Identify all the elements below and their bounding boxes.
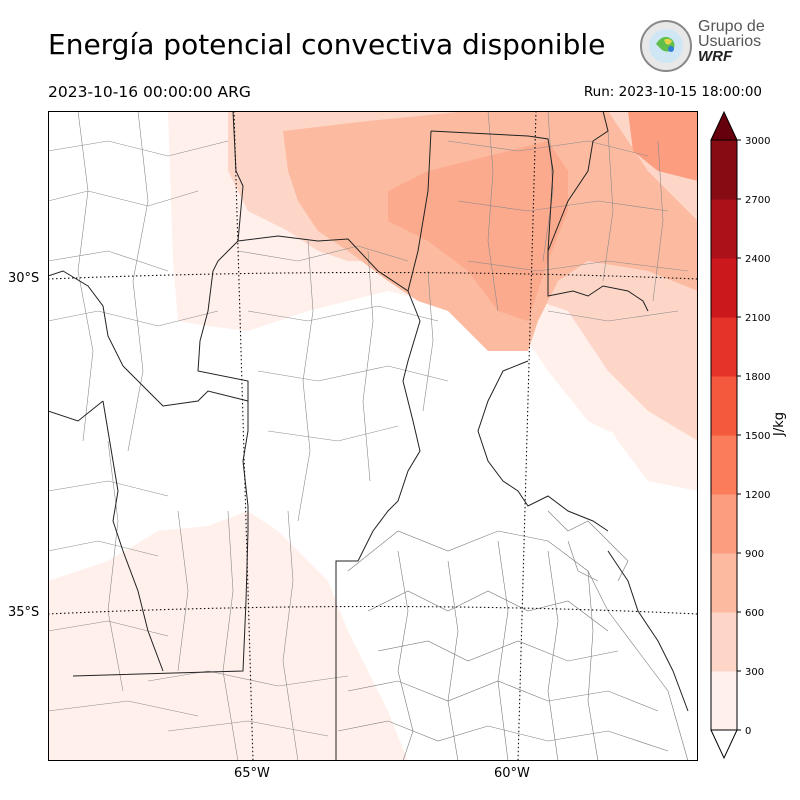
buenos-aires-partidos (337, 510, 689, 762)
colorbar-segment (711, 140, 737, 200)
colorbar: 0 300 600 900 1200 1500 1800 2100 2400 2700 3000 (700, 110, 800, 770)
colorbar-svg: 0 300 600 900 1200 1500 1800 2100 2400 2700 3000 (710, 110, 770, 760)
colorbar-tick-label: 1200 (745, 490, 770, 501)
colorbar-segment (711, 494, 737, 554)
colorbar-segment (711, 199, 737, 259)
colorbar-tick-label: 2700 (745, 195, 770, 206)
colorbar-tick-label: 300 (745, 667, 764, 678)
lon-line-60w (517, 110, 537, 762)
cape-shade-900-1200-ne (628, 111, 698, 181)
colorbar-tick-label: 900 (745, 549, 764, 560)
colorbar-tick-label: 1500 (745, 431, 770, 442)
map-frame (48, 111, 698, 761)
lon-label-65w: 65°W (234, 766, 270, 781)
cape-shading (48, 111, 698, 761)
lat-line-35s (47, 605, 699, 615)
colorbar-extend-min (710, 729, 738, 760)
colorbar-tick-label: 0 (745, 726, 751, 737)
lat-label-30s: 30°S (8, 271, 40, 286)
valid-time: 2023-10-16 00:00:00 ARG (48, 83, 251, 101)
logo-text: Grupo de Usuarios WRF (698, 18, 765, 65)
graticule (47, 110, 699, 762)
map-canvas (47, 110, 699, 762)
cape-shade-0-300-south (48, 511, 408, 761)
run-time: Run: 2023-10-15 18:00:00 (583, 84, 762, 100)
lat-label-35s: 35°S (8, 605, 40, 620)
cape-shade-300-600-east (568, 281, 698, 441)
colorbar-tick-label: 3000 (745, 136, 770, 147)
colorbar-segment (711, 317, 737, 377)
colorbar-tick-label: 600 (745, 608, 764, 619)
group-logo: Grupo de Usuarios WRF (638, 16, 768, 74)
lon-line-65w (233, 110, 254, 762)
colorbar-unit: J/kg (772, 412, 787, 436)
logo-line-1: Grupo de (698, 18, 765, 35)
colorbar-segment (711, 435, 737, 495)
logo-line-2: Usuarios (698, 33, 762, 50)
colorbar-tick-label: 2100 (745, 313, 770, 324)
cape-shade-900-1200 (388, 141, 568, 321)
map-title: Energía potencial convectiva disponible (48, 28, 606, 61)
department-borders (47, 110, 689, 762)
colorbar-segment (711, 376, 737, 436)
colorbar-segment (711, 553, 737, 613)
province-borders (47, 110, 689, 761)
colorbar-segment (711, 612, 737, 672)
colorbar-tick-label: 2400 (745, 254, 770, 265)
cape-map (47, 110, 699, 762)
globe-logo-icon (640, 20, 692, 72)
colorbar-tick-label: 1800 (745, 372, 770, 383)
colorbar-segment (711, 671, 737, 731)
colorbar-extend-max (710, 110, 738, 141)
logo-line-3: WRF (698, 48, 733, 65)
lat-line-30s (47, 271, 699, 280)
colorbar-segment (711, 258, 737, 318)
lon-label-60w: 60°W (494, 766, 530, 781)
